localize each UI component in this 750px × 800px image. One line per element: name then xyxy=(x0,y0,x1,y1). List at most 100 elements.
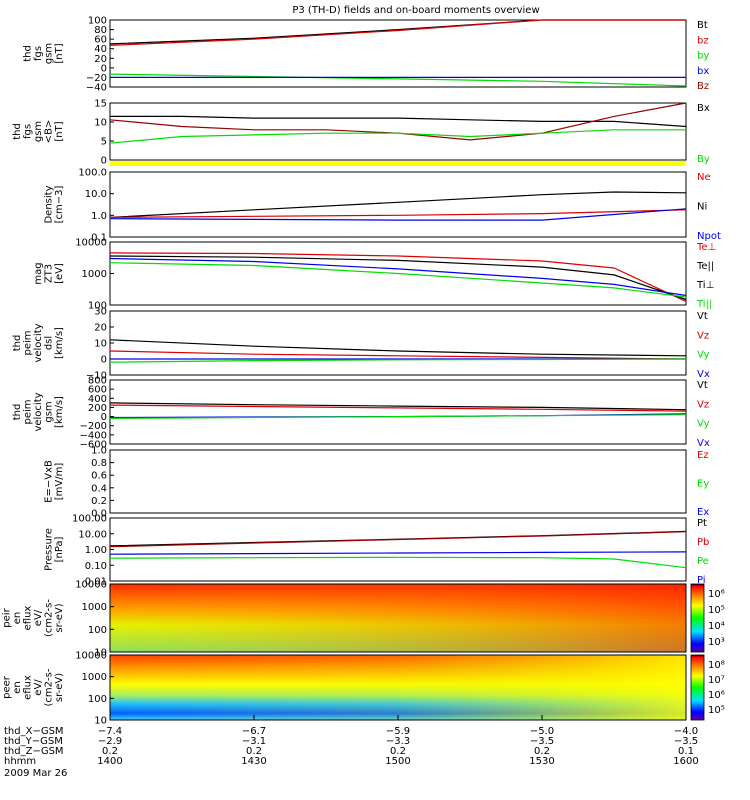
y-tick-label: 10 xyxy=(94,648,107,659)
y-axis-label-line: velocity xyxy=(33,392,44,431)
y-axis-label-line: [nPa] xyxy=(54,536,65,562)
x-row-value: −2.9 xyxy=(98,736,122,747)
series-Bx xyxy=(110,115,687,128)
y-axis-label: thd peim velocity dsl [km/s] xyxy=(12,323,65,362)
series-Vt xyxy=(109,402,687,411)
panel-frame xyxy=(109,517,687,582)
legend-bx: bx xyxy=(697,66,709,77)
x-row-label: thd_Y−GSM xyxy=(4,736,63,747)
y-axis-label-line: (cm2-s- xyxy=(44,668,55,706)
y-axis-label-line: peim xyxy=(23,399,34,424)
y-tick-label: 40 xyxy=(94,44,107,55)
x-row-value: 1500 xyxy=(385,756,410,767)
legend-Ti⊥: Ti⊥ xyxy=(696,280,714,291)
panel-2: 15 10 5 0 thd fgs gsm <B> [nT] Bx By xyxy=(12,99,710,167)
series-Pe xyxy=(109,556,687,569)
panel-frame xyxy=(109,310,687,376)
y-axis-label: thd peir en eflux eV/(cm2-s-sr-eV) xyxy=(0,599,65,637)
heatmap-electron-overlay xyxy=(110,655,686,720)
y-axis-label-line: fgs xyxy=(23,124,34,139)
series-bz xyxy=(109,19,686,46)
legend-Bx: Bx xyxy=(697,103,710,114)
y-tick-label: 1.00 xyxy=(85,545,107,556)
y-tick-label: 600 xyxy=(88,385,107,396)
y-axis-label-line: en xyxy=(12,612,23,625)
y-axis-label: thd peim velocity gsm [km/s] xyxy=(12,392,65,431)
figure-title: P3 (TH-D) fields and on-board moments ov… xyxy=(292,5,539,16)
y-axis-label-line: [nT] xyxy=(54,43,65,63)
y-axis-label-line: thd xyxy=(23,45,34,62)
y-tick-label: 5 xyxy=(101,137,107,148)
series-Vz xyxy=(109,350,687,360)
legend-Te⊥: Te⊥ xyxy=(696,242,716,253)
heatmap-ion-overlay xyxy=(110,584,686,652)
panel-4: 10000 1000 100 mag ZT3 [eV] Te⊥ Te|| Ti⊥ Ti|| xyxy=(33,238,716,312)
legend-by: by xyxy=(697,51,709,62)
y-tick-label: 100.00 xyxy=(72,514,107,525)
y-axis-label-line: thd xyxy=(12,123,23,140)
y-tick-label: 0.10 xyxy=(85,561,107,572)
y-axis-label-line: thd xyxy=(12,335,23,352)
y-tick-label: −20 xyxy=(86,73,107,84)
y-tick-label: 10 xyxy=(94,716,107,727)
legend-Vt: Vt xyxy=(697,311,708,322)
x-row-value: 1430 xyxy=(241,756,266,767)
status-bar xyxy=(110,161,686,166)
y-tick-label: 0.6 xyxy=(91,471,107,482)
y-tick-label: 60 xyxy=(94,35,107,46)
colorbar-tick-label: 10⁸ xyxy=(708,660,725,671)
y-axis-label-line: gsm xyxy=(33,121,44,142)
y-tick-label: −40 xyxy=(86,83,107,94)
y-tick-label: 0.01 xyxy=(85,577,107,588)
x-row-value: 0.2 xyxy=(390,746,406,757)
y-tick-label: 1000 xyxy=(82,602,107,613)
series-by xyxy=(109,73,687,87)
colorbar-tick-label: 10³ xyxy=(708,637,725,648)
series-Ni xyxy=(109,191,687,218)
y-axis-label-line: thd xyxy=(12,404,23,421)
series-Bt xyxy=(109,19,686,45)
y-tick-label: 0 xyxy=(101,412,107,423)
y-tick-label: −600 xyxy=(80,440,107,451)
x-row-value: −3.1 xyxy=(242,736,266,747)
y-tick-label: −400 xyxy=(80,430,107,441)
colorbar-tick-label: 10⁵ xyxy=(708,705,725,716)
legend-Pt: Pt xyxy=(697,518,707,529)
y-axis-label-line: peir xyxy=(2,607,13,627)
y-tick-label: 800 xyxy=(88,376,107,387)
legend-Ex: Ex xyxy=(697,507,709,518)
y-axis-label: Pressure [nPa] xyxy=(44,528,66,571)
y-axis-label-line: eflux xyxy=(23,675,34,700)
y-tick-label: 10.00 xyxy=(78,529,107,540)
series-By xyxy=(109,129,686,144)
series-Te⊥ xyxy=(109,252,687,302)
y-axis-label-line: <B> xyxy=(44,120,55,144)
panel-frame xyxy=(109,449,687,514)
panel-frame xyxy=(109,102,687,161)
x-row-value: 0.2 xyxy=(246,746,262,757)
y-tick-label: 1.0 xyxy=(91,211,107,222)
y-axis-label-line: [eV] xyxy=(54,263,65,284)
y-tick-label: 30 xyxy=(94,307,107,318)
panel-10: 10⁸ 10⁷ 10⁶ 10⁵ 10000 1000 100 10 thd peer en eflux… xyxy=(0,651,725,727)
y-axis-label-line: eflux xyxy=(23,606,34,631)
colorbar xyxy=(690,654,705,721)
colorbar xyxy=(690,583,705,653)
colorbar-tick-label: 10⁵ xyxy=(708,605,725,616)
y-tick-label: 0.1 xyxy=(91,233,107,244)
series-Pb xyxy=(109,531,687,548)
legend-Ne: Ne xyxy=(697,172,711,183)
series-Pi xyxy=(109,551,687,555)
y-tick-label: −10 xyxy=(86,371,107,382)
legend-bz: bz xyxy=(697,35,709,46)
series-Vt xyxy=(109,339,687,357)
y-axis-label-line: [cm−3] xyxy=(54,186,65,224)
y-axis-label-line: [mV/m] xyxy=(54,463,65,501)
y-tick-label: 10 xyxy=(94,118,107,129)
panel-frame xyxy=(109,171,687,238)
x-row-value: −6.7 xyxy=(242,726,266,737)
x-row-value: −5.9 xyxy=(386,726,410,737)
y-axis-label-line: ZT3 xyxy=(44,264,55,283)
